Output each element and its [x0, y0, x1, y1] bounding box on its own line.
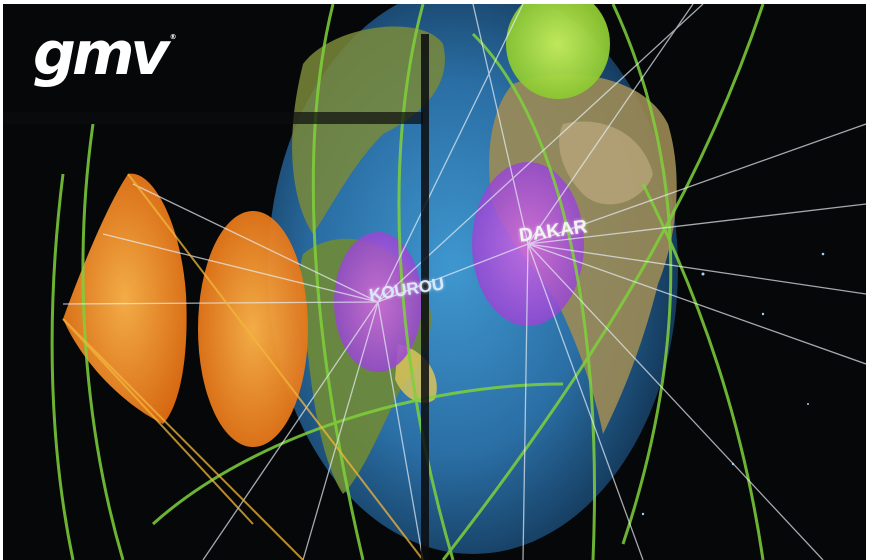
registered-mark: ® [169, 33, 177, 41]
link-lines [62, 4, 866, 560]
photo-scene: gmv ® DAKAR KOUROU [3, 4, 866, 560]
frame-bar [421, 34, 429, 560]
sahara-region [559, 121, 653, 205]
coverage-cap-north [506, 4, 610, 99]
frame-bar-horizontal [3, 112, 423, 124]
satellite-footprint-left [63, 173, 187, 424]
globe-visualization [3, 4, 866, 560]
stars [641, 252, 825, 516]
logo-wordmark: gmv [33, 19, 170, 89]
orbit-lines [62, 173, 424, 560]
gmv-logo: gmv ® [33, 24, 177, 84]
satellite-footprint-center [198, 211, 308, 447]
logo-box [3, 4, 213, 112]
